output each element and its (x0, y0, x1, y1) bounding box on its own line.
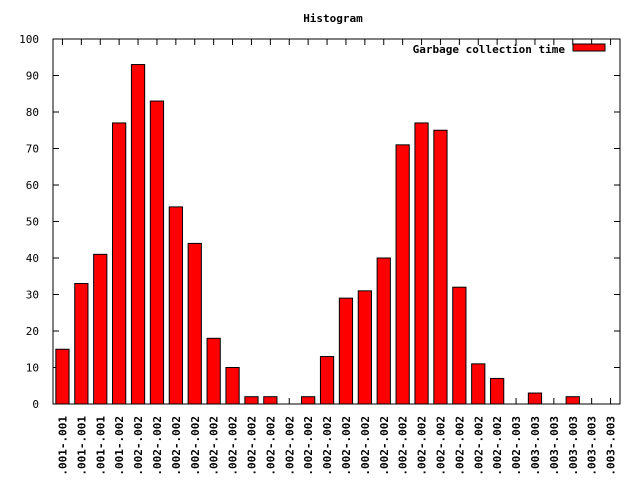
y-tick-label: 0 (32, 398, 39, 411)
y-tick-label: 60 (26, 179, 39, 192)
bar (130, 64, 146, 405)
bar (112, 122, 127, 405)
x-tick-label: .002-.002 (227, 416, 240, 476)
x-tick-label: .002-.002 (170, 416, 183, 476)
x-tick-label: .002-.002 (491, 416, 504, 476)
x-tick-label: .002-.002 (378, 416, 391, 476)
legend: Garbage collection time (413, 43, 606, 56)
x-tick-label: .003-.003 (567, 416, 580, 476)
legend-label: Garbage collection time (413, 43, 566, 56)
x-tick-label: .003-.003 (548, 416, 561, 476)
x-tick-label: .002-.002 (340, 416, 353, 476)
y-tick-label: 90 (26, 70, 39, 83)
x-tick-label: .002-.002 (453, 416, 466, 476)
x-tick-label: .001-.001 (75, 416, 88, 476)
x-axis: .001-.001 .001-.001 .001-.001 .001-.002 .002… (56, 39, 618, 476)
x-tick-label: .002-.002 (321, 416, 334, 476)
x-tick-label: .002-.003 (510, 416, 523, 476)
x-tick-label: .001-.001 (56, 416, 69, 476)
bar (414, 122, 429, 405)
x-tick-label: .003-.003 (605, 416, 618, 476)
legend-swatch (572, 43, 606, 52)
x-tick-label: .002-.002 (132, 416, 145, 476)
x-tick-label: .002-.002 (189, 416, 202, 476)
bar (527, 392, 543, 405)
y-tick-label: 40 (26, 252, 39, 265)
bar (149, 100, 165, 405)
bar (395, 144, 410, 405)
y-tick-label: 80 (26, 106, 39, 119)
bar (452, 286, 467, 405)
x-tick-label: .002-.002 (397, 416, 410, 476)
y-tick-label: 20 (26, 325, 39, 338)
x-tick-label: .002-.002 (472, 416, 485, 476)
x-tick-label: .002-.002 (359, 416, 372, 476)
x-tick-label: .003-.003 (529, 416, 542, 476)
y-axis: 0 10 20 30 40 50 60 70 80 90 100 (19, 33, 620, 411)
bar (263, 396, 278, 405)
x-tick-label: .002-.002 (151, 416, 164, 476)
y-tick-label: 10 (26, 362, 39, 375)
bar (74, 283, 89, 405)
x-tick-label: .003-.003 (586, 416, 599, 476)
x-tick-label: .002-.002 (208, 416, 221, 476)
bar (225, 367, 240, 405)
bar (93, 253, 108, 405)
bar (187, 242, 202, 405)
bar (565, 396, 580, 405)
y-tick-label: 50 (26, 216, 39, 229)
bar (490, 377, 505, 405)
y-tick-label: 100 (19, 33, 39, 46)
bar (357, 290, 372, 405)
x-tick-label: .002-.002 (283, 416, 296, 476)
x-tick-label: .002-.002 (416, 416, 429, 476)
x-tick-label: .002-.002 (302, 416, 315, 476)
plot-frame (52, 38, 621, 405)
bars (55, 64, 580, 405)
bar (471, 363, 486, 405)
bar (376, 257, 391, 405)
bar (206, 337, 221, 405)
x-tick-label: .002-.002 (264, 416, 277, 476)
bar (301, 396, 316, 405)
x-tick-label: .002-.002 (245, 416, 258, 476)
bar (168, 206, 183, 405)
chart-title: Histogram (303, 12, 363, 25)
y-tick-label: 30 (26, 289, 39, 302)
bar (319, 356, 335, 405)
x-tick-label: .001-.001 (94, 416, 107, 476)
bar (433, 129, 448, 405)
y-tick-label: 70 (26, 143, 39, 156)
bar (244, 396, 259, 405)
x-tick-label: .002-.002 (434, 416, 447, 476)
bar (55, 348, 70, 405)
bar (338, 297, 354, 405)
x-tick-label: .001-.002 (113, 416, 126, 476)
